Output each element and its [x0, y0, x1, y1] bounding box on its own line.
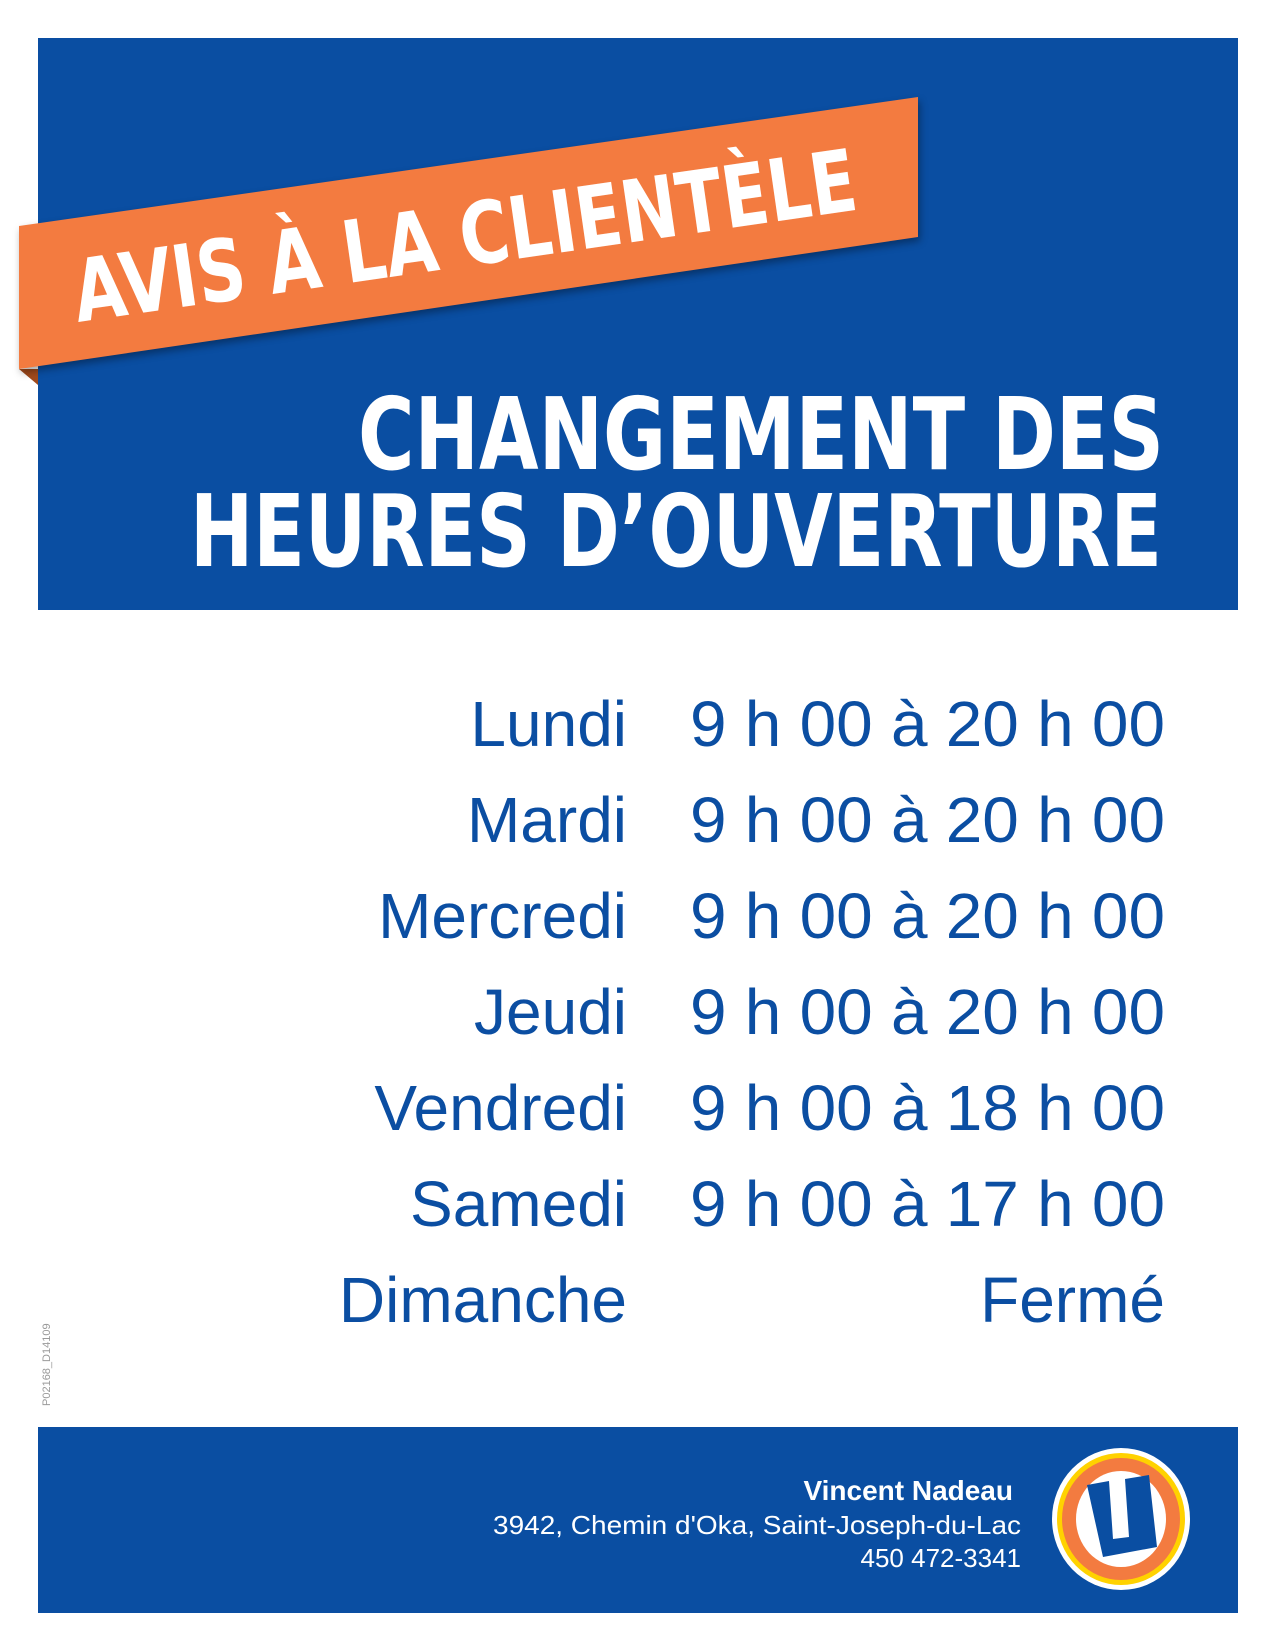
- footer-panel: [38, 1427, 1238, 1613]
- day-label: Samedi: [410, 1168, 627, 1240]
- day-label: Dimanche: [339, 1264, 627, 1336]
- day-label: Jeudi: [474, 976, 627, 1048]
- hours-table: Lundi 9 h 00 à 20 h 00 Mardi 9 h 00 à 20 h …: [339, 688, 1165, 1336]
- u-circle-logo-icon: [1052, 1448, 1190, 1590]
- hours-value: Fermé: [980, 1264, 1165, 1336]
- title-line-1: CHANGEMENT DES: [358, 376, 1164, 493]
- hours-value: 9 h 00 à 20 h 00: [690, 784, 1165, 856]
- hours-value: 9 h 00 à 18 h 00: [690, 1072, 1165, 1144]
- ribbon-fold: [19, 369, 38, 385]
- hours-value: 9 h 00 à 20 h 00: [690, 976, 1165, 1048]
- day-label: Lundi: [470, 688, 627, 760]
- hours-value: 9 h 00 à 20 h 00: [690, 688, 1165, 760]
- day-label: Vendredi: [374, 1072, 627, 1144]
- day-label: Mercredi: [378, 880, 627, 952]
- hours-value: 9 h 00 à 20 h 00: [690, 880, 1165, 952]
- store-phone: 450 472-3341: [861, 1543, 1021, 1573]
- print-code: P02168_D14109: [41, 1323, 53, 1406]
- hours-value: 9 h 00 à 17 h 00: [690, 1168, 1165, 1240]
- store-address: 3942, Chemin d'Oka, Saint-Joseph-du-Lac: [493, 1510, 1021, 1540]
- ribbon-banner: [19, 97, 918, 369]
- day-label: Mardi: [467, 784, 627, 856]
- store-owner-name: Vincent Nadeau: [803, 1475, 1013, 1506]
- title-line-2: HEURES D’OUVERTURE: [190, 473, 1162, 590]
